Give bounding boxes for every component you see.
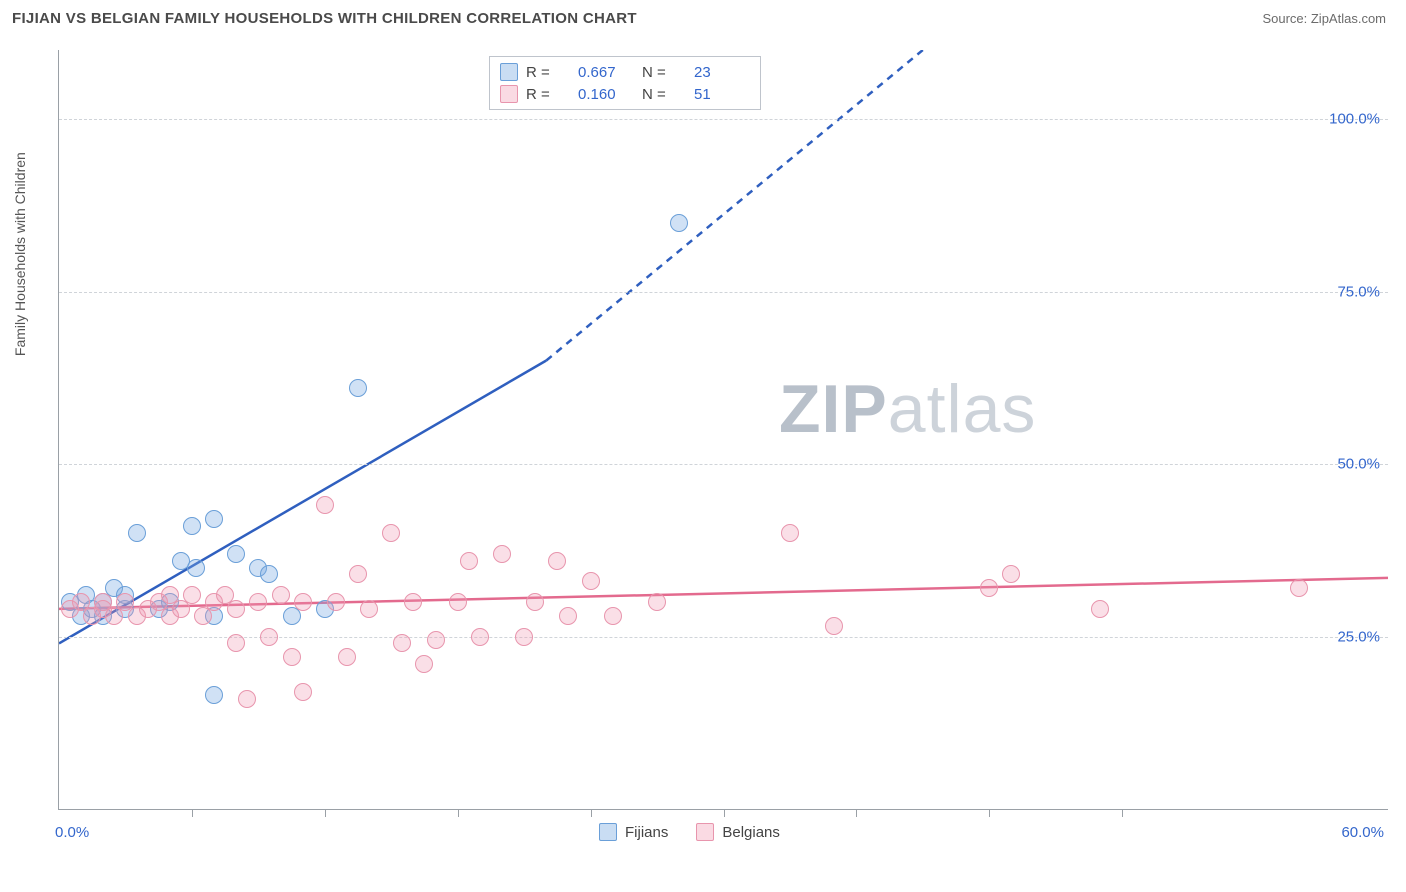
x-tick [192, 809, 193, 817]
data-point [349, 379, 367, 397]
data-point [648, 593, 666, 611]
data-point [1290, 579, 1308, 597]
gridline-h [59, 119, 1388, 120]
data-point [249, 593, 267, 611]
data-point [128, 524, 146, 542]
x-axis-max-label: 60.0% [1341, 824, 1384, 841]
data-point [404, 593, 422, 611]
data-point [227, 634, 245, 652]
data-point [327, 593, 345, 611]
chart-container: Family Households with Children ZIPatlas… [48, 50, 1398, 850]
x-tick [458, 809, 459, 817]
data-point [272, 586, 290, 604]
x-tick [325, 809, 326, 817]
x-tick [989, 809, 990, 817]
data-point [227, 545, 245, 563]
data-point [382, 524, 400, 542]
data-point [493, 545, 511, 563]
x-tick [1122, 809, 1123, 817]
swatch-belgians [500, 85, 518, 103]
y-tick-label: 75.0% [1337, 283, 1380, 300]
data-point [582, 572, 600, 590]
gridline-h [59, 464, 1388, 465]
data-point [1091, 600, 1109, 618]
data-point [526, 593, 544, 611]
data-point [338, 648, 356, 666]
data-point [205, 510, 223, 528]
data-point [349, 565, 367, 583]
data-point [183, 517, 201, 535]
data-point [238, 690, 256, 708]
data-point [294, 683, 312, 701]
data-point [360, 600, 378, 618]
data-point [781, 524, 799, 542]
gridline-h [59, 292, 1388, 293]
swatch-fijians [599, 823, 617, 841]
chart-title: FIJIAN VS BELGIAN FAMILY HOUSEHOLDS WITH… [12, 10, 637, 27]
data-point [980, 579, 998, 597]
x-tick [856, 809, 857, 817]
series-legend: Fijians Belgians [599, 823, 780, 841]
data-point [415, 655, 433, 673]
data-point [205, 686, 223, 704]
y-tick-label: 25.0% [1337, 628, 1380, 645]
swatch-belgians [696, 823, 714, 841]
swatch-fijians [500, 63, 518, 81]
trend-lines-layer [59, 50, 1388, 809]
data-point [294, 593, 312, 611]
data-point [670, 214, 688, 232]
data-point [449, 593, 467, 611]
y-tick-label: 50.0% [1337, 456, 1380, 473]
source-attribution: Source: ZipAtlas.com [1262, 11, 1386, 26]
legend-row-fijians: R = 0.667 N = 23 [500, 61, 750, 83]
data-point [187, 559, 205, 577]
data-point [183, 586, 201, 604]
data-point [1002, 565, 1020, 583]
data-point [825, 617, 843, 635]
legend-row-belgians: R = 0.160 N = 51 [500, 83, 750, 105]
data-point [559, 607, 577, 625]
data-point [460, 552, 478, 570]
data-point [471, 628, 489, 646]
data-point [515, 628, 533, 646]
chart-header: FIJIAN VS BELGIAN FAMILY HOUSEHOLDS WITH… [0, 0, 1406, 35]
y-axis-label: Family Households with Children [12, 152, 28, 356]
data-point [548, 552, 566, 570]
watermark: ZIPatlas [779, 370, 1036, 448]
y-tick-label: 100.0% [1329, 111, 1380, 128]
gridline-h [59, 637, 1388, 638]
data-point [260, 565, 278, 583]
data-point [260, 628, 278, 646]
data-point [283, 648, 301, 666]
data-point [393, 634, 411, 652]
data-point [604, 607, 622, 625]
data-point [227, 600, 245, 618]
legend-item-fijians: Fijians [599, 823, 668, 841]
data-point [427, 631, 445, 649]
x-axis-min-label: 0.0% [55, 824, 89, 841]
data-point [316, 496, 334, 514]
legend-item-belgians: Belgians [696, 823, 780, 841]
correlation-legend: R = 0.667 N = 23 R = 0.160 N = 51 [489, 56, 761, 110]
x-tick [724, 809, 725, 817]
scatter-plot: ZIPatlas R = 0.667 N = 23 R = 0.160 N = … [58, 50, 1388, 810]
x-tick [591, 809, 592, 817]
